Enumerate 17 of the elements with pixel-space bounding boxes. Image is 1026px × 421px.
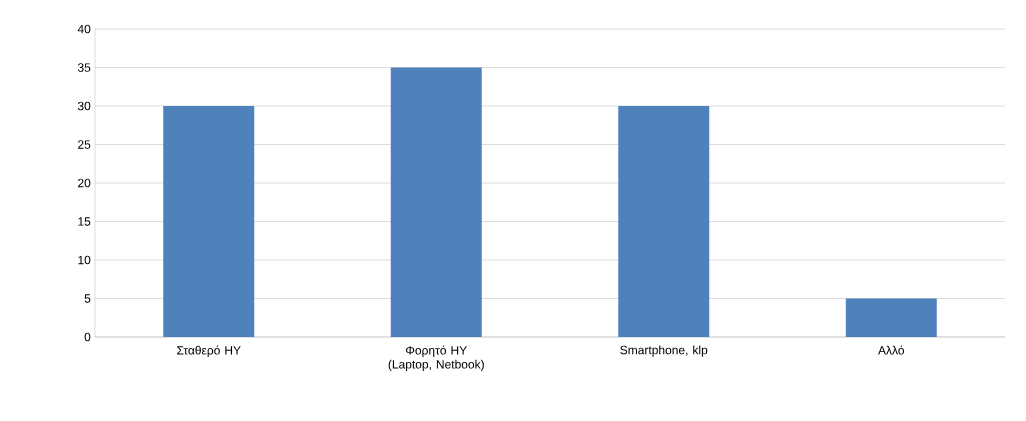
- bar: [618, 106, 710, 337]
- bar: [390, 67, 482, 337]
- y-tick-label: 35: [77, 63, 91, 72]
- x-tick-label: Σταθερό ΗΥ: [177, 345, 241, 357]
- y-tick-label: 0: [84, 332, 91, 342]
- bar: [163, 106, 255, 337]
- bar: [845, 298, 937, 337]
- x-tick-label: Smartphone, klp: [620, 345, 708, 357]
- y-tick-label: 40: [77, 24, 91, 34]
- y-tick-label: 15: [78, 217, 91, 226]
- y-tick-label: 10: [78, 255, 91, 265]
- x-tick-label: Φορητό ΗΥ (Laptop, Netbook): [388, 345, 484, 371]
- y-tick-label: 25: [78, 140, 91, 149]
- x-tick-label: Αλλό: [878, 345, 905, 355]
- y-tick-label: 30: [77, 101, 91, 111]
- y-tick-label: 20: [78, 178, 91, 188]
- y-tick-label: 5: [84, 294, 91, 303]
